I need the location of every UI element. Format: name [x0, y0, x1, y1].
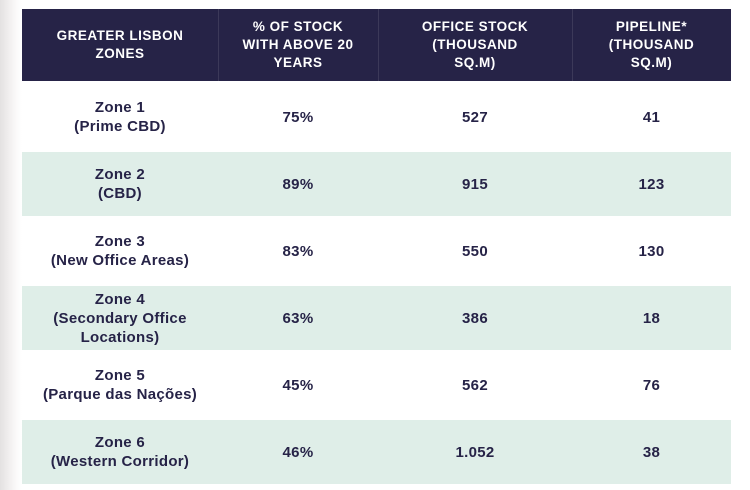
pct-cell: 75%: [282, 108, 314, 126]
table-row-zone-6: Zone 6 (Western Corridor) 46% 1.052 38: [22, 420, 731, 484]
stock-cell: 527: [462, 108, 488, 126]
zone-cell: Zone 1 (Prime CBD): [74, 99, 166, 135]
stock-cell: 915: [462, 175, 488, 193]
zone-cell: Zone 6 (Western Corridor): [50, 434, 190, 470]
table-row-zone-5: Zone 5 (Parque das Nações) 45% 562 76: [22, 353, 731, 417]
table-row-zone-4: Zone 4 (Secondary Office Locations) 63% …: [22, 286, 731, 350]
zone-cell: Zone 4 (Secondary Office Locations): [53, 290, 187, 346]
stock-cell: 550: [462, 242, 488, 260]
stock-cell: 1.052: [455, 443, 495, 461]
table-row-zone-1: Zone 1 (Prime CBD) 75% 527 41: [22, 85, 731, 149]
pipeline-cell: 130: [638, 242, 665, 260]
table-row-zone-2: Zone 2 (CBD) 89% 915 123: [22, 152, 731, 216]
pct-cell: 83%: [282, 242, 314, 260]
pct-cell: 89%: [282, 175, 314, 193]
header-cell-pct-stock-above-20y: % OF STOCK WITH ABOVE 20 YEARS: [218, 9, 378, 81]
page-edge-shadow: [0, 0, 22, 490]
pipeline-cell: 18: [642, 309, 661, 327]
pipeline-cell: 123: [638, 175, 665, 193]
pct-cell: 45%: [282, 376, 314, 394]
zone-cell: Zone 3 (New Office Areas): [50, 233, 190, 269]
table-header-row: GREATER LISBON ZONES % OF STOCK WITH ABO…: [22, 9, 731, 81]
pipeline-cell: 41: [642, 108, 661, 126]
pipeline-cell: 76: [642, 376, 661, 394]
header-cell-office-stock: OFFICE STOCK (THOUSAND SQ.M): [378, 9, 572, 81]
zone-cell: Zone 2 (CBD): [94, 166, 146, 202]
zone-cell: Zone 5 (Parque das Nações): [42, 367, 198, 403]
lisbon-zones-table: GREATER LISBON ZONES % OF STOCK WITH ABO…: [22, 9, 731, 484]
pipeline-cell: 38: [642, 443, 661, 461]
pct-cell: 63%: [282, 309, 314, 327]
stock-cell: 386: [462, 309, 488, 327]
header-cell-zones: GREATER LISBON ZONES: [56, 28, 184, 61]
stock-cell: 562: [462, 376, 488, 394]
header-cell-pipeline: PIPELINE* (THOUSAND SQ.M): [572, 9, 731, 81]
table-body: Zone 1 (Prime CBD) 75% 527 41 Zone 2 (CB…: [22, 85, 731, 484]
table-row-zone-3: Zone 3 (New Office Areas) 83% 550 130: [22, 219, 731, 283]
pct-cell: 46%: [282, 443, 314, 461]
